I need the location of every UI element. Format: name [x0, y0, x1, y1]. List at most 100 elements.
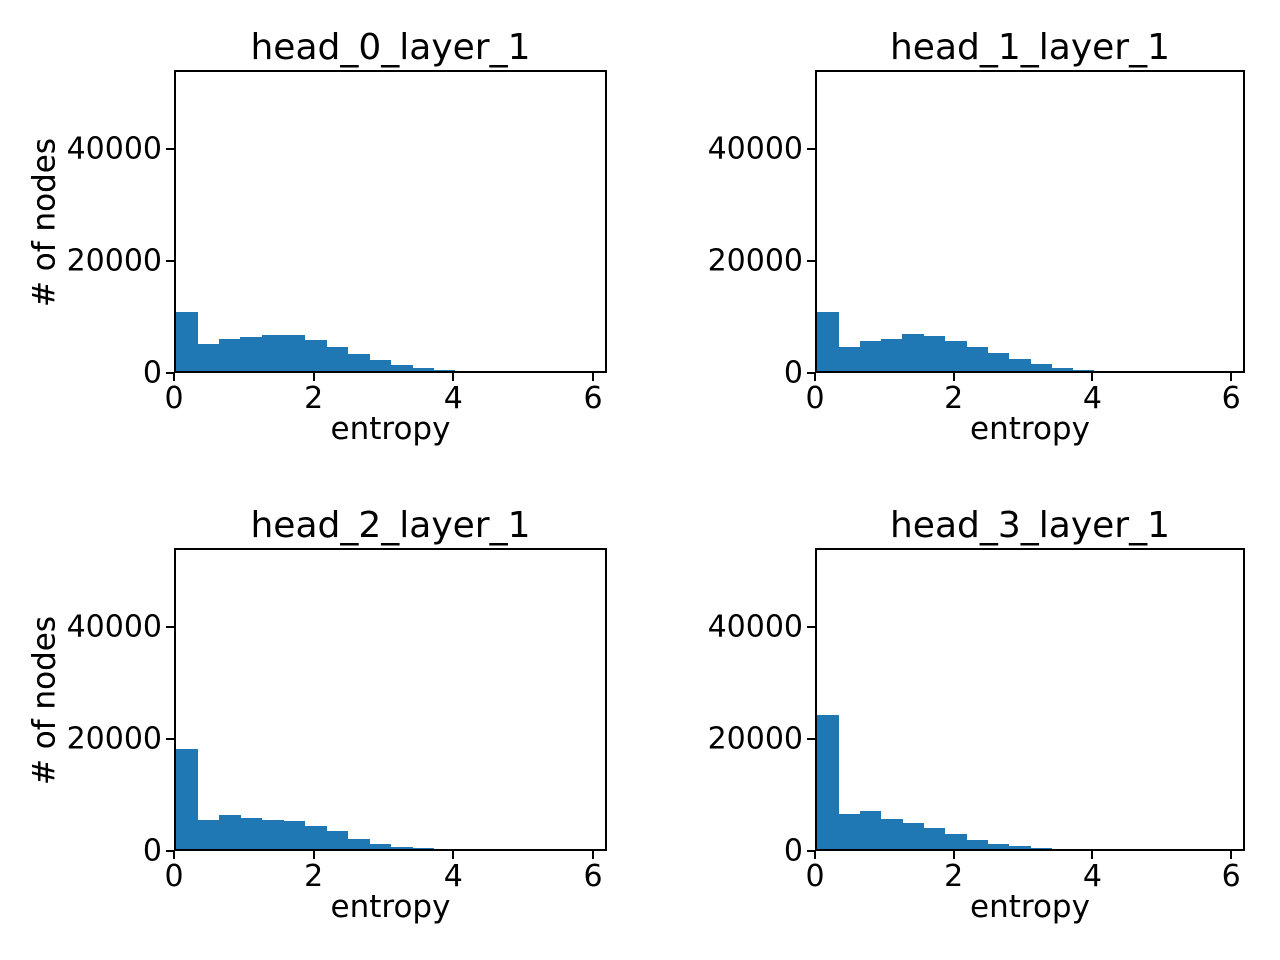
hist-bar: [944, 340, 967, 371]
y-tick-label: 40000: [707, 131, 803, 167]
y-tick-label: 0: [783, 355, 803, 391]
x-tick-label: 6: [583, 381, 603, 416]
hist-bar: [966, 347, 988, 371]
histogram-bars: [817, 72, 1243, 371]
hist-bar: [966, 840, 988, 849]
hist-bar: [261, 335, 284, 371]
x-tick-mark: [452, 851, 455, 859]
y-tick-label: 0: [142, 833, 162, 869]
x-tick-label: 6: [583, 859, 603, 894]
x-tick-mark: [592, 851, 595, 859]
x-tick-label: 0: [164, 859, 184, 894]
hist-bar: [326, 831, 349, 849]
hist-bar: [240, 817, 263, 849]
hist-bar: [347, 354, 370, 371]
x-tick-mark: [312, 851, 315, 859]
y-tick-label: 20000: [707, 721, 803, 757]
x-tick-mark: [592, 373, 595, 381]
hist-bar: [923, 335, 946, 371]
x-tick-label: 2: [304, 381, 324, 416]
y-axis-label: # of nodes: [26, 615, 63, 785]
y-tick-mark: [807, 625, 815, 628]
hist-bar: [176, 311, 199, 371]
histogram-bars: [817, 550, 1243, 849]
hist-bar: [176, 748, 199, 849]
hist-bar: [923, 827, 946, 849]
x-tick-label: 6: [1221, 859, 1241, 894]
x-tick-label: 2: [304, 859, 324, 894]
x-tick-label: 4: [443, 859, 463, 894]
histogram-bars: [176, 72, 605, 371]
x-tick-mark: [952, 851, 955, 859]
x-tick-mark: [814, 851, 816, 859]
hist-bar: [411, 848, 434, 849]
y-tick-label: 20000: [66, 721, 162, 757]
hist-bar: [197, 820, 220, 849]
x-tick-mark: [952, 373, 955, 381]
y-tick-label: 40000: [66, 131, 162, 167]
hist-bar: [369, 359, 392, 371]
x-tick-mark: [452, 373, 455, 381]
hist-bar: [304, 340, 327, 371]
y-tick-mark: [166, 737, 174, 740]
x-tick-mark: [1091, 851, 1094, 859]
x-tick-label: 0: [164, 381, 184, 416]
hist-bar: [261, 819, 284, 849]
x-axis-label: entropy: [970, 411, 1090, 447]
hist-bar: [1051, 367, 1074, 371]
y-tick-mark: [807, 147, 815, 150]
y-tick-mark: [166, 850, 174, 852]
x-axis-label: entropy: [330, 411, 451, 447]
hist-bar: [218, 338, 241, 371]
plot-title: head_2_layer_1: [250, 505, 531, 546]
hist-bar: [1008, 846, 1031, 849]
hist-bar: [1072, 369, 1095, 371]
hist-bar: [390, 846, 413, 849]
y-tick-mark: [166, 625, 174, 628]
hist-bar: [944, 834, 967, 849]
axes-box: [174, 70, 607, 373]
y-tick-label: 20000: [707, 243, 803, 279]
y-tick-mark: [166, 147, 174, 150]
x-tick-label: 0: [805, 381, 825, 416]
x-tick-label: 4: [1082, 859, 1102, 894]
x-tick-label: 4: [443, 381, 463, 416]
hist-bar: [304, 826, 327, 849]
hist-bar: [411, 368, 434, 371]
hist-bar: [218, 814, 241, 849]
y-tick-mark: [166, 372, 174, 374]
y-tick-mark: [807, 850, 815, 852]
hist-bar: [902, 823, 925, 849]
x-tick-mark: [173, 373, 175, 381]
hist-bar: [369, 843, 392, 849]
y-tick-label: 0: [783, 833, 803, 869]
hist-bar: [987, 844, 1010, 849]
y-tick-label: 0: [142, 355, 162, 391]
hist-bar: [859, 811, 882, 849]
x-tick-label: 4: [1082, 381, 1102, 416]
hist-bar: [817, 715, 839, 849]
plot-title: head_1_layer_1: [889, 27, 1170, 68]
hist-bar: [283, 335, 306, 371]
hist-bar: [433, 370, 456, 371]
x-tick-mark: [1091, 373, 1094, 381]
hist-bar: [197, 344, 220, 371]
hist-bar: [880, 818, 903, 849]
hist-bar: [838, 813, 861, 849]
x-tick-label: 2: [944, 381, 964, 416]
hist-bar: [1030, 364, 1052, 371]
y-tick-mark: [166, 259, 174, 262]
hist-bar: [326, 347, 349, 371]
x-tick-label: 6: [1221, 381, 1241, 416]
axes-box: [815, 70, 1245, 373]
axes-box: [174, 548, 607, 851]
hist-bar: [880, 338, 903, 371]
hist-bar: [838, 347, 861, 371]
hist-bar: [987, 352, 1010, 371]
y-tick-mark: [807, 259, 815, 262]
x-tick-label: 2: [944, 859, 964, 894]
plot-title: head_3_layer_1: [889, 505, 1170, 546]
